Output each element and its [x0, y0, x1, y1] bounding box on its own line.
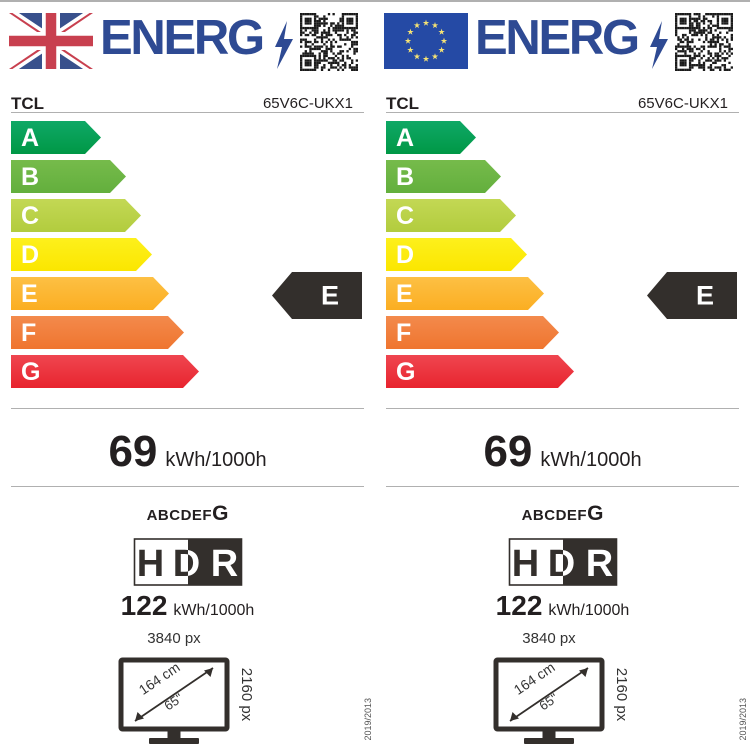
- svg-text:E: E: [396, 280, 413, 308]
- svg-text:C: C: [396, 202, 414, 230]
- svg-text:C: C: [21, 202, 39, 230]
- svg-text:3840 px: 3840 px: [522, 632, 576, 647]
- svg-text:65": 65": [536, 690, 561, 713]
- svg-text:B: B: [396, 163, 414, 191]
- svg-text:A: A: [21, 124, 39, 152]
- svg-text:E: E: [696, 281, 714, 311]
- svg-text:F: F: [396, 319, 411, 347]
- svg-text:65": 65": [161, 690, 186, 713]
- svg-text:3840 px: 3840 px: [147, 632, 201, 647]
- svg-text:A: A: [396, 124, 414, 152]
- svg-text:2160 px: 2160 px: [613, 668, 630, 722]
- svg-text:H: H: [511, 543, 538, 585]
- svg-text:R: R: [585, 543, 612, 585]
- svg-text:F: F: [21, 319, 36, 347]
- svg-text:D: D: [21, 241, 39, 269]
- svg-text:B: B: [21, 163, 39, 191]
- svg-text:G: G: [21, 358, 40, 386]
- svg-text:2160 px: 2160 px: [238, 668, 255, 722]
- svg-text:D: D: [396, 241, 414, 269]
- svg-text:E: E: [21, 280, 38, 308]
- svg-text:G: G: [396, 358, 415, 386]
- svg-text:H: H: [136, 543, 163, 585]
- svg-text:R: R: [210, 543, 237, 585]
- svg-text:E: E: [321, 281, 339, 311]
